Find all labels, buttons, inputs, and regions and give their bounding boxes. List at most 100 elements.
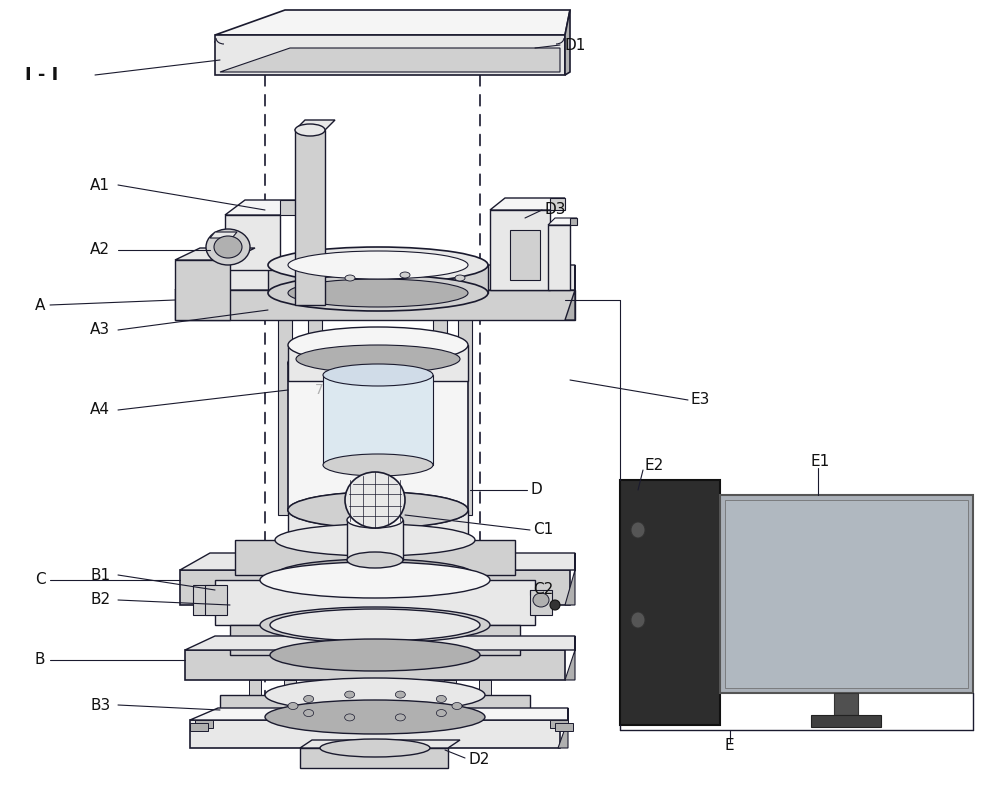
Bar — [620, 480, 720, 725]
Bar — [205, 585, 227, 615]
Bar — [220, 695, 530, 717]
Polygon shape — [550, 198, 565, 210]
Text: C2: C2 — [533, 582, 553, 597]
Text: C1: C1 — [533, 522, 553, 537]
Ellipse shape — [288, 492, 468, 528]
Bar — [323, 375, 433, 465]
Ellipse shape — [268, 275, 488, 311]
Polygon shape — [175, 265, 575, 290]
Text: B: B — [35, 653, 46, 667]
Polygon shape — [565, 10, 570, 75]
Bar — [725, 500, 968, 688]
Bar — [490, 210, 550, 290]
Polygon shape — [565, 636, 575, 680]
Ellipse shape — [265, 700, 485, 734]
Bar — [284, 680, 296, 720]
Bar — [834, 693, 858, 715]
Polygon shape — [185, 636, 575, 650]
Bar — [249, 680, 261, 720]
Bar — [720, 495, 973, 693]
Text: 7: 7 — [315, 383, 324, 397]
Bar — [215, 580, 535, 625]
Ellipse shape — [268, 247, 488, 283]
Bar — [550, 720, 568, 728]
Ellipse shape — [455, 275, 465, 281]
Ellipse shape — [347, 512, 403, 528]
Ellipse shape — [288, 703, 298, 710]
Ellipse shape — [436, 695, 446, 703]
Bar — [180, 570, 570, 605]
Ellipse shape — [345, 691, 355, 698]
Ellipse shape — [345, 275, 355, 281]
Polygon shape — [490, 198, 565, 210]
Ellipse shape — [347, 552, 403, 568]
Polygon shape — [565, 553, 575, 605]
Polygon shape — [215, 10, 570, 35]
Bar — [235, 540, 515, 575]
Ellipse shape — [400, 272, 410, 278]
Text: D1: D1 — [565, 38, 586, 52]
Bar — [308, 315, 322, 515]
Ellipse shape — [323, 454, 433, 476]
Polygon shape — [225, 200, 300, 215]
Polygon shape — [280, 200, 300, 215]
Ellipse shape — [288, 547, 468, 583]
Text: D2: D2 — [468, 752, 489, 768]
Ellipse shape — [304, 695, 314, 703]
Bar — [190, 723, 208, 731]
Ellipse shape — [631, 612, 645, 628]
Polygon shape — [175, 248, 255, 260]
Bar — [175, 290, 575, 320]
Text: E3: E3 — [690, 392, 709, 407]
Text: B1: B1 — [90, 568, 110, 582]
Text: A3: A3 — [90, 322, 110, 338]
Bar — [433, 315, 447, 515]
Ellipse shape — [550, 600, 560, 610]
Bar — [175, 260, 230, 320]
Bar — [278, 315, 292, 515]
Bar — [811, 715, 881, 727]
Ellipse shape — [288, 251, 468, 279]
Ellipse shape — [533, 593, 549, 607]
Bar — [479, 680, 491, 720]
Ellipse shape — [395, 714, 405, 721]
Ellipse shape — [452, 703, 462, 710]
Ellipse shape — [323, 364, 433, 386]
Polygon shape — [190, 708, 568, 720]
Bar — [210, 238, 232, 256]
Ellipse shape — [275, 524, 475, 556]
Polygon shape — [548, 218, 577, 225]
Bar — [288, 510, 468, 565]
Ellipse shape — [270, 639, 480, 671]
Bar — [185, 650, 565, 680]
Polygon shape — [295, 120, 335, 130]
Bar — [225, 215, 280, 270]
Text: A1: A1 — [90, 177, 110, 192]
Ellipse shape — [206, 229, 250, 265]
Ellipse shape — [260, 607, 490, 643]
Text: A: A — [35, 298, 45, 313]
Ellipse shape — [288, 279, 468, 307]
Ellipse shape — [320, 739, 430, 757]
Text: E1: E1 — [810, 455, 829, 469]
Text: D3: D3 — [545, 202, 566, 217]
Bar — [510, 230, 540, 280]
Polygon shape — [210, 232, 237, 238]
Bar — [555, 723, 573, 731]
Bar — [548, 225, 570, 290]
Ellipse shape — [436, 710, 446, 716]
Ellipse shape — [270, 609, 480, 641]
Polygon shape — [570, 218, 577, 225]
Ellipse shape — [296, 345, 460, 373]
Text: D: D — [530, 483, 542, 497]
Bar — [530, 590, 552, 615]
Ellipse shape — [265, 678, 485, 712]
Polygon shape — [180, 553, 575, 570]
Text: B2: B2 — [90, 593, 110, 607]
Ellipse shape — [295, 124, 325, 136]
Polygon shape — [558, 708, 568, 748]
Polygon shape — [215, 35, 565, 75]
Ellipse shape — [288, 492, 468, 528]
Bar — [195, 720, 213, 728]
Text: E2: E2 — [645, 457, 664, 472]
